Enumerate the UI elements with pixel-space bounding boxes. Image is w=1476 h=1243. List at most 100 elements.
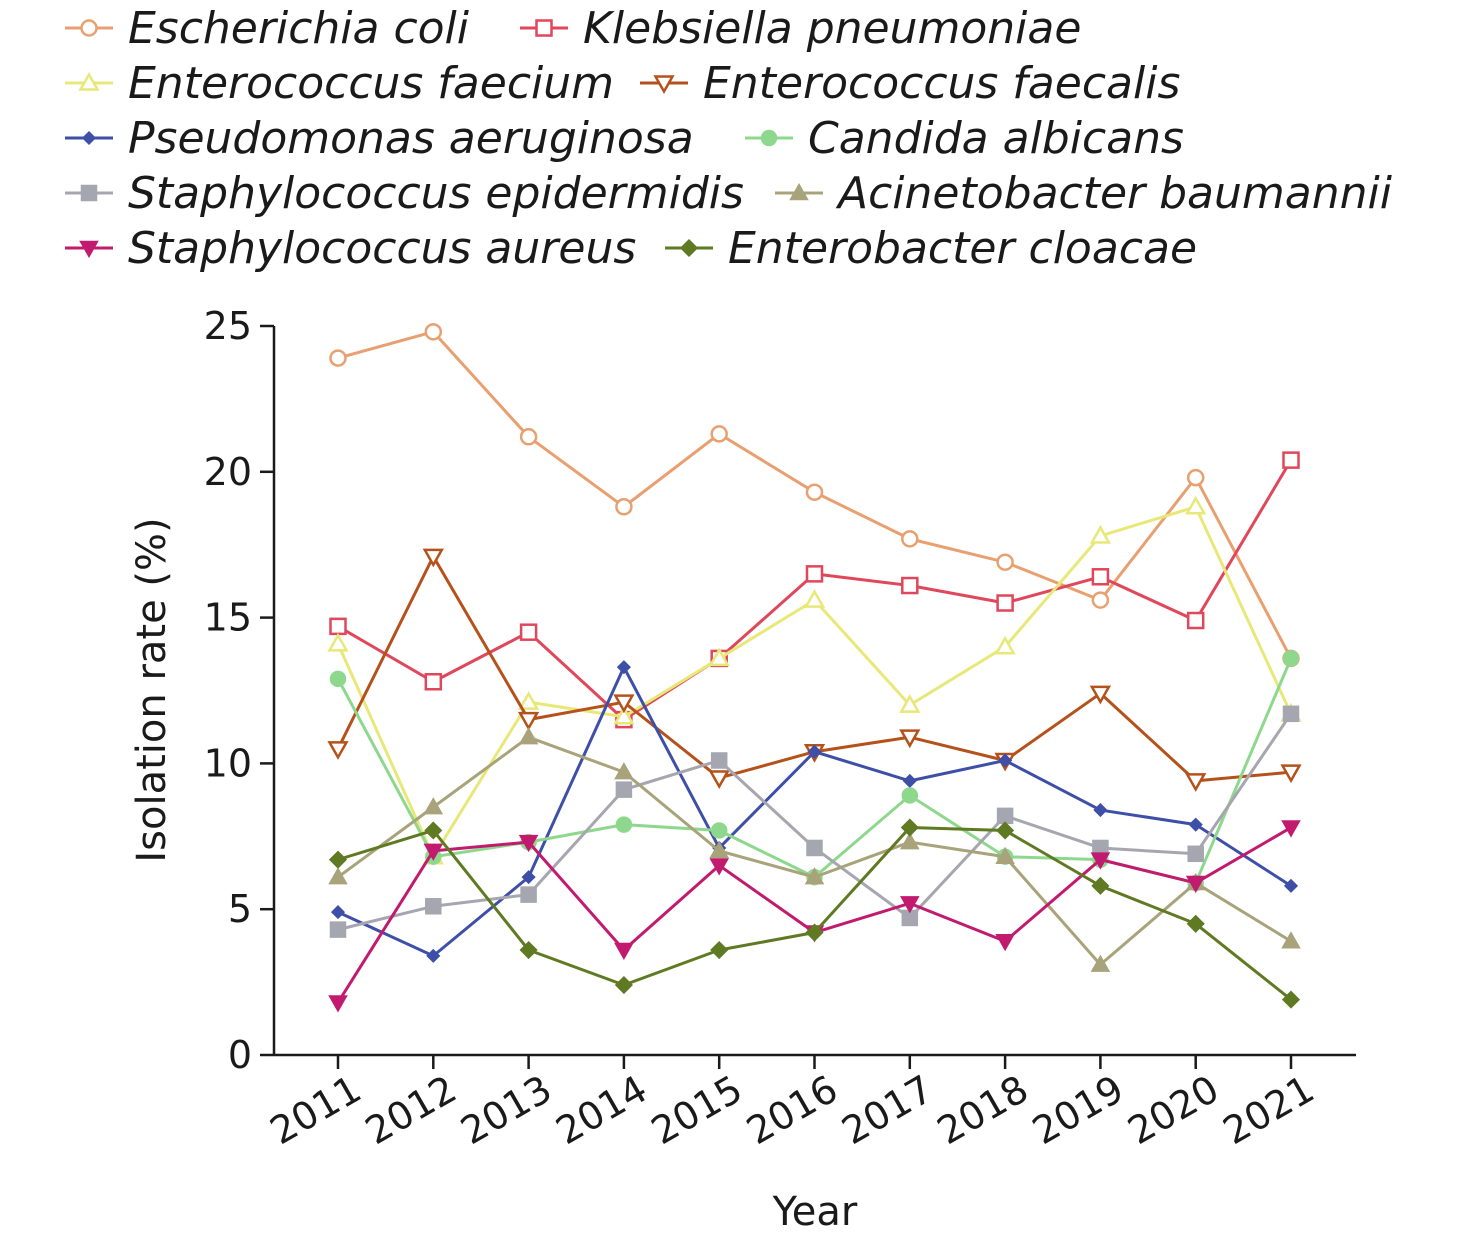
data-point-klebsiella-pneumoniae bbox=[996, 594, 1014, 612]
legend-label: Klebsiella pneumoniae bbox=[583, 3, 1081, 54]
legend-marker bbox=[80, 19, 98, 37]
data-point-acinetobacter-baumannii bbox=[1281, 931, 1301, 949]
data-point-enterococcus-faecium bbox=[327, 632, 349, 652]
data-point-enterococcus-faecalis bbox=[1089, 685, 1112, 705]
series-line-enterococcus-faecium bbox=[336, 505, 1293, 859]
legend-item-pseudomonas-aeruginosa: Pseudomonas aeruginosa bbox=[65, 113, 694, 164]
data-point-acinetobacter-baumannii bbox=[614, 762, 634, 780]
legend-item-staphylococcus-epidermidis: Staphylococcus epidermidis bbox=[65, 168, 744, 219]
data-point-escherichia-coli bbox=[996, 553, 1014, 571]
data-point-klebsiella-pneumoniae bbox=[805, 565, 824, 583]
data-point-klebsiella-pneumoniae bbox=[1186, 611, 1205, 630]
data-point-staphylococcus-aureus bbox=[1281, 820, 1301, 838]
series-layer bbox=[327, 323, 1302, 1013]
series-pseudomonas-aeruginosa bbox=[330, 660, 1299, 963]
data-point-candida-albicans bbox=[710, 822, 728, 839]
data-point-pseudomonas-aeruginosa bbox=[1283, 878, 1299, 893]
data-point-pseudomonas-aeruginosa bbox=[616, 660, 631, 675]
data-point-enterobacter-cloacae bbox=[1091, 876, 1110, 895]
legend-label: Staphylococcus aureus bbox=[128, 223, 636, 274]
data-point-enterococcus-faecium bbox=[517, 691, 540, 710]
data-point-enterococcus-faecalis bbox=[708, 770, 730, 790]
legend-item-enterobacter-cloacae: Enterobacter cloacae bbox=[665, 223, 1197, 274]
data-point-escherichia-coli bbox=[519, 428, 538, 446]
data-point-staphylococcus-epidermidis bbox=[710, 752, 728, 769]
data-point-klebsiella-pneumoniae bbox=[1282, 451, 1300, 469]
data-point-candida-albicans bbox=[901, 787, 919, 804]
series-staphylococcus-epidermidis bbox=[329, 705, 1300, 938]
data-point-acinetobacter-baumannii bbox=[328, 867, 348, 885]
data-point-klebsiella-pneumoniae bbox=[1091, 568, 1110, 586]
data-point-pseudomonas-aeruginosa bbox=[902, 773, 917, 788]
legend-item-candida-albicans: Candida albicans bbox=[745, 113, 1184, 164]
data-point-staphylococcus-epidermidis bbox=[1187, 845, 1204, 863]
y-tick-label: 15 bbox=[204, 596, 252, 640]
legend-item-escherichia-coli: Escherichia coli bbox=[65, 3, 470, 54]
data-point-escherichia-coli bbox=[329, 349, 347, 367]
x-axis-title: Year bbox=[772, 1189, 858, 1235]
x-tick-label: 2015 bbox=[644, 1067, 750, 1153]
series-enterobacter-cloacae bbox=[328, 818, 1301, 1009]
data-point-enterococcus-faecalis bbox=[327, 741, 349, 760]
data-point-pseudomonas-aeruginosa bbox=[330, 905, 346, 920]
y-axis-title: Isolation rate (%) bbox=[129, 517, 175, 862]
data-point-staphylococcus-epidermidis bbox=[1282, 705, 1300, 723]
data-point-staphylococcus-aureus bbox=[328, 995, 348, 1013]
legend-item-klebsiella-pneumoniae: Klebsiella pneumoniae bbox=[520, 3, 1081, 54]
data-point-enterobacter-cloacae bbox=[328, 850, 348, 869]
data-point-enterobacter-cloacae bbox=[519, 940, 538, 960]
data-point-enterococcus-faecalis bbox=[517, 711, 540, 731]
series-acinetobacter-baumannii bbox=[328, 727, 1301, 972]
y-tick-label: 20 bbox=[204, 450, 252, 494]
y-tick-label: 0 bbox=[228, 1033, 252, 1077]
data-point-staphylococcus-aureus bbox=[709, 858, 729, 876]
data-point-enterobacter-cloacae bbox=[424, 821, 443, 840]
x-tick-label: 2016 bbox=[739, 1067, 845, 1153]
data-point-enterobacter-cloacae bbox=[996, 821, 1015, 840]
x-tick-label: 2017 bbox=[835, 1067, 941, 1153]
legend-label: Enterococcus faecalis bbox=[703, 58, 1180, 109]
legend-marker bbox=[789, 182, 809, 201]
data-point-enterococcus-faecium bbox=[708, 647, 730, 667]
x-tick-label: 2020 bbox=[1120, 1067, 1226, 1153]
legend-marker bbox=[80, 184, 98, 202]
data-point-staphylococcus-epidermidis bbox=[615, 781, 633, 798]
data-point-acinetobacter-baumannii bbox=[900, 832, 920, 850]
data-point-enterobacter-cloacae bbox=[900, 818, 919, 837]
data-point-enterobacter-cloacae bbox=[614, 975, 633, 995]
data-point-enterococcus-faecium bbox=[994, 635, 1016, 655]
series-escherichia-coli bbox=[329, 323, 1300, 668]
legend-label: Candida albicans bbox=[808, 113, 1184, 164]
x-tick-label: 2018 bbox=[930, 1067, 1036, 1153]
data-point-pseudomonas-aeruginosa bbox=[521, 870, 536, 885]
data-point-enterococcus-faecium bbox=[1185, 495, 1207, 515]
legend-item-staphylococcus-aureus: Staphylococcus aureus bbox=[65, 223, 636, 274]
x-tick-label: 2013 bbox=[453, 1067, 559, 1153]
data-point-acinetobacter-baumannii bbox=[518, 727, 539, 745]
data-point-candida-albicans bbox=[329, 670, 347, 688]
x-tick-label: 2014 bbox=[549, 1067, 655, 1153]
data-point-staphylococcus-aureus bbox=[614, 942, 634, 961]
data-point-enterobacter-cloacae bbox=[1281, 990, 1301, 1009]
data-point-escherichia-coli bbox=[615, 498, 633, 516]
x-tick-label: 2011 bbox=[263, 1067, 369, 1153]
series-line-pseudomonas-aeruginosa bbox=[337, 665, 1292, 958]
data-point-klebsiella-pneumoniae bbox=[519, 623, 538, 641]
x-ticks: 2011201220132014201520162017201820192020… bbox=[263, 1055, 1322, 1153]
data-point-enterobacter-cloacae bbox=[710, 940, 729, 960]
data-point-enterobacter-cloacae bbox=[805, 923, 824, 942]
data-point-enterococcus-faecalis bbox=[422, 548, 444, 568]
x-tick-label: 2012 bbox=[358, 1067, 464, 1153]
data-point-staphylococcus-epidermidis bbox=[520, 886, 537, 903]
data-point-pseudomonas-aeruginosa bbox=[807, 744, 822, 759]
legend-marker bbox=[679, 238, 699, 258]
legend-label: Enterobacter cloacae bbox=[728, 223, 1197, 274]
legend-marker bbox=[653, 75, 675, 95]
data-point-candida-albicans bbox=[1282, 650, 1300, 667]
data-point-staphylococcus-aureus bbox=[423, 843, 444, 861]
data-point-escherichia-coli bbox=[805, 483, 824, 501]
data-point-acinetobacter-baumannii bbox=[709, 840, 729, 859]
y-tick-label: 25 bbox=[204, 304, 252, 348]
y-tick-label: 5 bbox=[228, 887, 252, 931]
